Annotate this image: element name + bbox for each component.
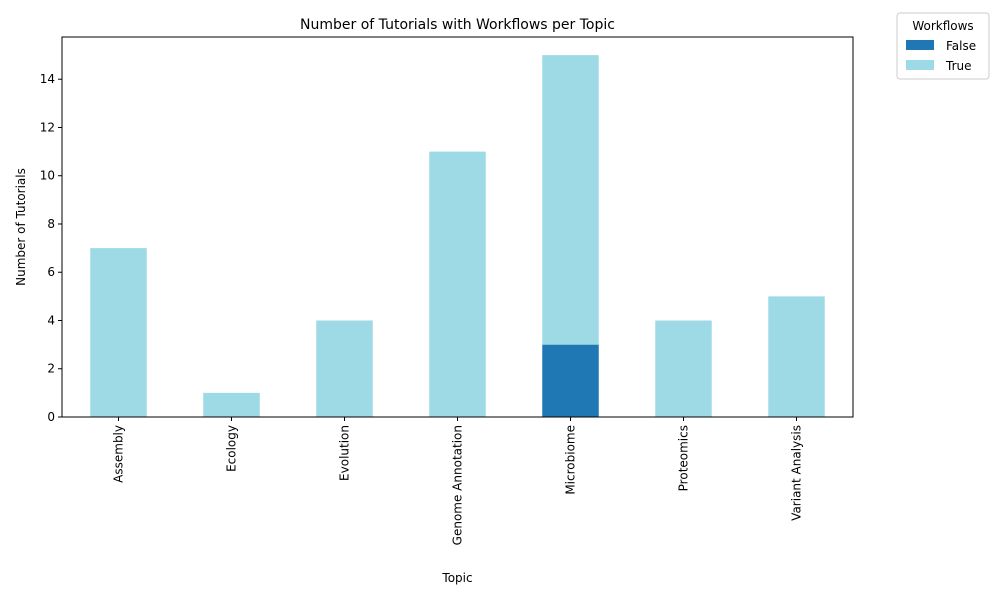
y-tick-label: 2 xyxy=(47,362,55,376)
x-tick-label: Genome Annotation xyxy=(451,425,465,545)
chart-title: Number of Tutorials with Workflows per T… xyxy=(300,17,615,33)
bar-true-proteomics xyxy=(655,320,712,417)
x-axis: Assembly Ecology Evolution Genome Annotatio… xyxy=(112,417,804,545)
y-tick-label: 6 xyxy=(47,265,55,279)
x-tick-label: Proteomics xyxy=(677,425,691,491)
y-axis: 0 2 4 6 8 10 12 14 xyxy=(40,72,62,424)
y-axis-label: Number of Tutorials xyxy=(14,168,28,286)
y-tick-label: 4 xyxy=(47,313,55,327)
bar-true-evolution xyxy=(316,320,373,417)
legend-title: Workflows xyxy=(912,19,973,33)
y-tick-label: 0 xyxy=(47,410,55,424)
x-tick-label: Variant Analysis xyxy=(790,425,804,521)
x-tick-label: Microbiome xyxy=(564,425,578,495)
plot-frame xyxy=(61,36,854,418)
y-tick-label: 10 xyxy=(40,169,55,183)
legend-swatch-true xyxy=(906,60,934,70)
y-tick-label: 8 xyxy=(47,217,55,231)
y-tick-label: 14 xyxy=(40,72,55,86)
bar-true-genome-annotation xyxy=(429,151,486,417)
x-tick-label: Evolution xyxy=(338,425,352,481)
x-axis-label: Topic xyxy=(441,571,472,585)
bar-false-microbiome xyxy=(542,344,599,417)
bar-true-microbiome xyxy=(542,55,599,345)
bars-group xyxy=(90,55,825,417)
legend-label-false: False xyxy=(946,39,976,53)
x-tick-label: Assembly xyxy=(112,425,126,483)
x-tick-label: Ecology xyxy=(225,425,239,472)
bar-true-variant-analysis xyxy=(768,296,825,417)
bar-true-assembly xyxy=(90,248,147,417)
legend-label-true: True xyxy=(945,59,972,73)
bar-true-ecology xyxy=(203,392,260,417)
legend: Workflows False True xyxy=(896,12,990,80)
legend-swatch-false xyxy=(906,40,934,50)
y-tick-label: 12 xyxy=(40,120,55,134)
